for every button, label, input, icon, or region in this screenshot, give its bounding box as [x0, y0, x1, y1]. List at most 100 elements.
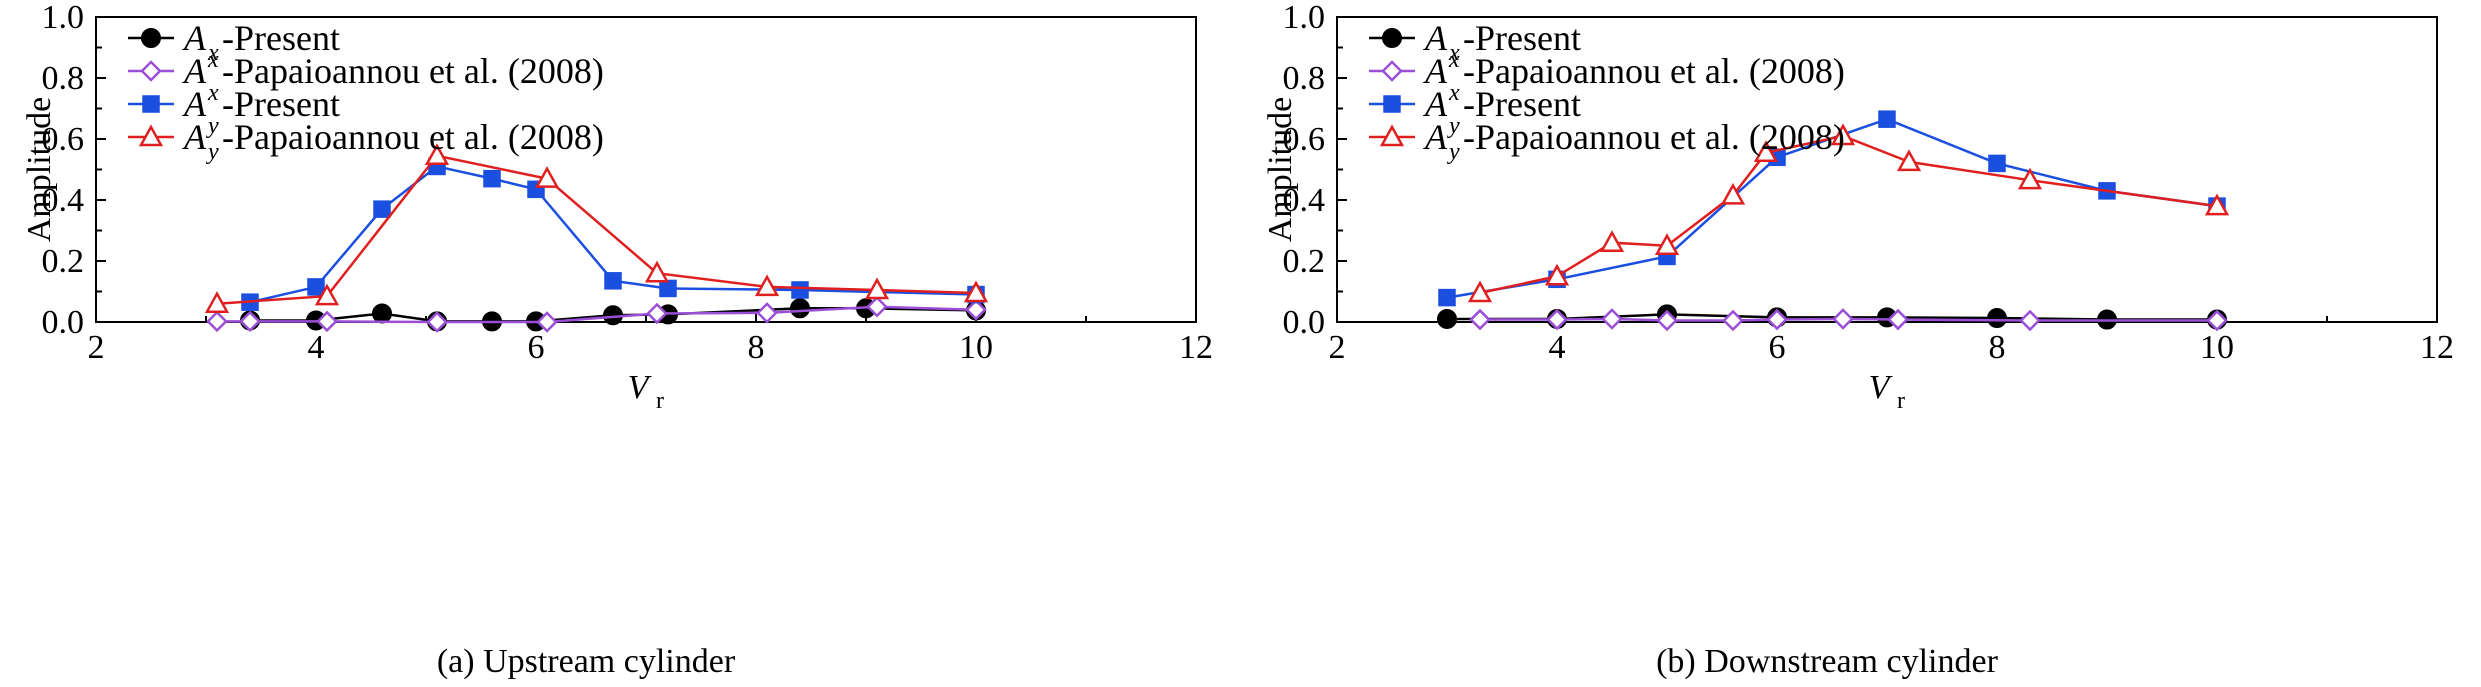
x-axis-label: V	[1869, 369, 1894, 406]
legend-symbol: A	[1423, 51, 1448, 91]
x-tick-label: 10	[2200, 329, 2234, 366]
data-point	[2204, 193, 2230, 216]
legend-subscript: y	[206, 139, 219, 165]
series-line	[1479, 134, 2218, 295]
x-tick-label: 2	[88, 329, 105, 366]
data-point	[483, 169, 501, 188]
legend-label: -Papaioannou et al. (2008)	[1463, 117, 1845, 157]
data-point	[756, 302, 778, 324]
data-point	[604, 272, 622, 290]
legend-superscript: x	[207, 47, 219, 73]
data-point	[314, 283, 340, 306]
data-point	[1753, 140, 1779, 162]
legend-superscript: y	[1447, 113, 1460, 139]
data-point	[1988, 154, 2006, 173]
data-point	[1832, 308, 1854, 330]
legend-marker	[142, 95, 160, 113]
legend-label: -Papaioannou et al. (2008)	[1463, 51, 1845, 91]
data-point	[372, 303, 392, 324]
y-tick-label: 0.8	[1283, 60, 1326, 97]
data-point	[1887, 308, 1909, 331]
data-point	[1599, 230, 1625, 252]
data-point	[1467, 280, 1493, 303]
data-point	[1546, 308, 1568, 331]
legend-subscript: x	[207, 40, 219, 66]
legend-superscript: x	[1448, 80, 1460, 106]
legend-label: -Present	[222, 84, 340, 124]
legend-superscript: x	[207, 80, 219, 106]
data-point	[1654, 233, 1680, 255]
legend-superscript: x	[1448, 47, 1460, 73]
data-point	[239, 310, 261, 333]
legend-symbol: A	[1423, 84, 1448, 124]
series-3	[204, 143, 989, 313]
data-point	[2017, 167, 2043, 190]
data-point	[1438, 288, 1456, 307]
x-axis-label-sub: r	[1897, 388, 1905, 414]
data-point	[963, 280, 989, 303]
data-point	[307, 278, 325, 296]
x-tick-label: 4	[308, 329, 325, 366]
legend-symbol: A	[1423, 117, 1448, 157]
x-tick-label: 4	[1549, 329, 1566, 366]
data-point	[536, 311, 558, 333]
data-point	[1720, 182, 1746, 205]
data-point	[1544, 263, 1570, 286]
legend-marker	[1379, 124, 1405, 147]
x-tick-label: 2	[1329, 329, 1346, 366]
legend-symbol: A	[182, 18, 207, 58]
legend-marker	[1381, 60, 1403, 82]
legend-label: -Present	[1463, 18, 1581, 58]
data-point	[206, 310, 228, 333]
data-point	[864, 277, 890, 300]
data-point	[1766, 308, 1788, 331]
legend-subscript: y	[1447, 139, 1460, 165]
data-point	[1896, 149, 1922, 172]
y-tick-label: 0.6	[1283, 121, 1326, 158]
series-1	[1469, 308, 2228, 332]
chart-caption: (b) Downstream cylinder	[1656, 643, 1998, 680]
series-line	[249, 165, 977, 304]
legend-marker	[1382, 28, 1402, 48]
data-point	[204, 291, 230, 313]
y-tick-label: 1.0	[1283, 0, 1326, 36]
legend-label: -Papaioannou et al. (2008)	[222, 117, 604, 157]
legend-label: -Present	[222, 18, 340, 58]
y-axis-label: Amplitude	[21, 97, 58, 242]
legend-symbol: A	[182, 51, 207, 91]
y-tick-label: 0.4	[1283, 182, 1326, 219]
legend-label: -Papaioannou et al. (2008)	[222, 51, 604, 91]
series-line	[1480, 317, 2217, 322]
x-axis-label-sub: r	[656, 388, 664, 414]
data-point	[1437, 308, 1457, 329]
series-line	[216, 154, 977, 305]
series-2	[241, 157, 985, 311]
legend-symbol: A	[182, 117, 207, 157]
x-tick-label: 8	[1989, 329, 2006, 366]
data-point	[2206, 309, 2228, 332]
y-tick-label: 0.0	[1283, 304, 1326, 341]
legend-label: -Present	[1463, 84, 1581, 124]
data-point	[1830, 123, 1856, 146]
data-point	[754, 274, 780, 297]
data-point	[426, 311, 448, 333]
y-tick-label: 0.4	[42, 182, 85, 219]
data-point	[373, 200, 391, 218]
y-tick-label: 0.0	[42, 304, 85, 341]
data-point	[1722, 309, 1744, 332]
x-tick-label: 6	[528, 329, 545, 366]
data-point	[1987, 308, 2007, 329]
data-point	[659, 279, 677, 298]
legend-symbol: A	[182, 84, 207, 124]
data-point	[1601, 308, 1623, 330]
